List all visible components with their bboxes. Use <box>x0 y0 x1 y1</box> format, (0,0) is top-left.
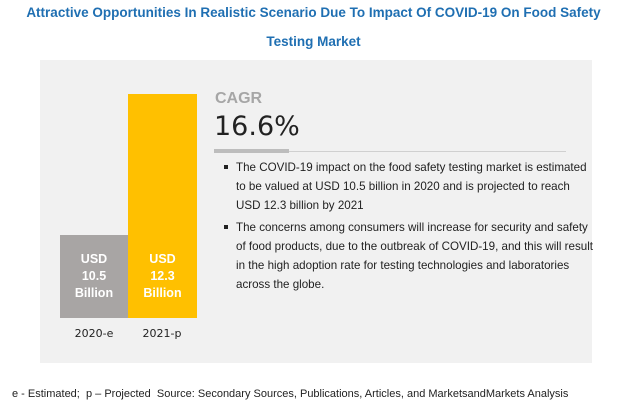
bar-label-currency: USD <box>80 251 108 266</box>
bar-2020: USD 10.5 Billion <box>60 234 128 318</box>
cagr-value: 16.6% <box>214 111 300 142</box>
bullet-item: The concerns among consumers will increa… <box>224 218 594 294</box>
bullet-text: The concerns among consumers will increa… <box>236 221 594 291</box>
bullet-text: The COVID-19 impact on the food safety t… <box>236 161 587 212</box>
bar-label-unit: Billion <box>143 286 182 300</box>
divider-accent <box>214 149 289 153</box>
bullet-item: The COVID-19 impact on the food safety t… <box>224 158 594 215</box>
bar-label-value: 10.5 <box>81 268 107 283</box>
chart-title-line-2: Testing Market <box>266 34 361 49</box>
chart-title-line-1: Attractive Opportunities In Realistic Sc… <box>26 5 601 20</box>
bullet-icon <box>224 225 228 229</box>
bullet-icon <box>224 165 228 169</box>
bar-2021: USD 12.3 Billion <box>128 94 197 318</box>
source-footnote: e - Estimated; p – Projected Source: Sec… <box>12 388 569 400</box>
x-tick-label-2021: 2021-p <box>142 327 182 340</box>
divider <box>214 151 566 152</box>
key-points-list: The COVID-19 impact on the food safety t… <box>224 158 594 297</box>
cagr-label: CAGR <box>215 90 263 107</box>
x-tick-label-2020: 2020-e <box>74 327 114 340</box>
bar-label-currency: USD <box>149 252 176 266</box>
bar-label-value: 12.3 <box>150 269 175 283</box>
bar-label-unit: Billion <box>74 285 114 300</box>
